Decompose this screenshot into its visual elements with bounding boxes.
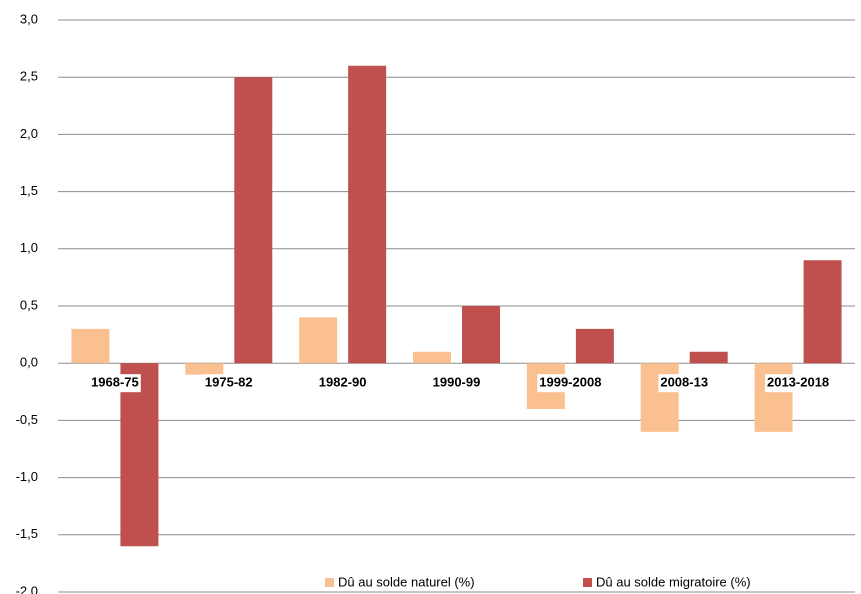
category-label-bg bbox=[430, 374, 483, 393]
x-tick-label: 1975-82 bbox=[205, 375, 253, 390]
y-tick-label: 2,0 bbox=[20, 126, 38, 141]
x-tick-label: 2008-13 bbox=[660, 375, 708, 390]
legend-swatch bbox=[583, 578, 592, 587]
y-tick-label: 1,0 bbox=[20, 240, 38, 255]
y-tick-label: 1,5 bbox=[20, 183, 38, 198]
bar bbox=[640, 363, 679, 432]
y-tick-label: -2,0 bbox=[16, 583, 38, 594]
y-tick-label: -1,5 bbox=[16, 526, 38, 541]
category-label-bg bbox=[202, 374, 255, 393]
bar bbox=[185, 363, 224, 375]
y-tick-label: 0,0 bbox=[20, 355, 38, 370]
y-tick-label: -1,0 bbox=[16, 469, 38, 484]
bar bbox=[803, 260, 842, 364]
bar bbox=[120, 363, 159, 547]
category-label-bg bbox=[658, 374, 711, 393]
bar bbox=[413, 351, 451, 364]
legend-label: Dû au solde migratoire (%) bbox=[596, 574, 751, 589]
x-tick-label: 1968-75 bbox=[91, 375, 139, 390]
y-tick-label: 3,0 bbox=[20, 11, 38, 26]
x-tick-label: 1999-2008 bbox=[539, 375, 601, 390]
y-tick-label: 2,5 bbox=[20, 69, 38, 84]
category-label-bg bbox=[537, 374, 604, 393]
x-tick-label: 1982-90 bbox=[319, 375, 367, 390]
y-tick-label: 0,5 bbox=[20, 297, 38, 312]
bar bbox=[575, 328, 614, 364]
bar bbox=[234, 77, 273, 364]
bar bbox=[462, 306, 500, 364]
legend-swatch bbox=[325, 578, 334, 587]
category-label-bg bbox=[316, 374, 369, 393]
category-label-bg bbox=[89, 374, 141, 393]
bar bbox=[71, 328, 110, 364]
bar bbox=[348, 65, 387, 364]
category-label-bg bbox=[764, 374, 832, 393]
x-tick-label: 1990-99 bbox=[433, 375, 481, 390]
legend-label: Dû au solde naturel (%) bbox=[338, 574, 475, 589]
bar bbox=[299, 317, 338, 364]
y-tick-label: -0,5 bbox=[16, 412, 38, 427]
bar bbox=[689, 351, 728, 364]
x-tick-label: 2013-2018 bbox=[767, 375, 829, 390]
bar bbox=[754, 363, 793, 432]
